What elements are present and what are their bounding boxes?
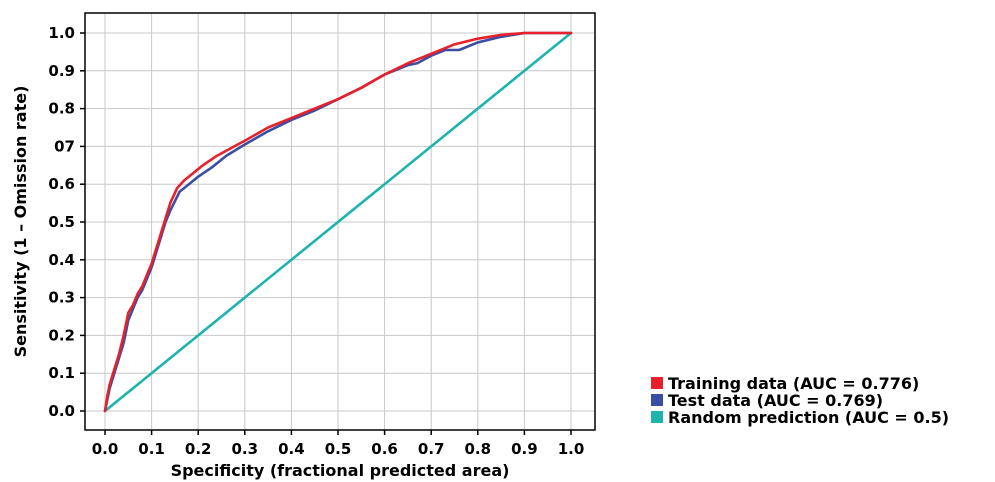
- y-tick-label: 07: [54, 137, 75, 155]
- y-tick-label: 0.1: [48, 364, 75, 382]
- series-line-1: [103, 31, 573, 413]
- y-tick-label: 0.6: [48, 175, 75, 193]
- y-axis-title: Sensitivity (1 – Omission rate): [11, 86, 30, 358]
- tick-layer: 0.0 0.1 0.2 0.3 0.4 0.5 0.6 0.7 0.8 0.9 1.0 0.0 0.1 0…: [48, 24, 584, 458]
- legend-label-2: Random prediction (AUC = 0.5): [668, 408, 949, 427]
- x-tick-label: 1.0: [558, 440, 585, 458]
- y-tick-label: 0.3: [48, 289, 75, 307]
- y-tick-label: 0.9: [48, 62, 75, 80]
- y-tick-label: 0.5: [48, 213, 75, 231]
- x-tick-label: 0.2: [185, 440, 212, 458]
- legend: Training data (AUC = 0.776)Test data (AU…: [651, 374, 949, 427]
- series-layer: [103, 31, 573, 413]
- x-tick-label: 0.8: [465, 440, 492, 458]
- legend-label-1: Test data (AUC = 0.769): [668, 391, 883, 410]
- x-tick-label: 0.6: [371, 440, 398, 458]
- y-tick-label: 1.0: [48, 24, 75, 42]
- x-tick-label: 0.3: [232, 440, 259, 458]
- x-tick-label: 0.4: [278, 440, 305, 458]
- x-tick-label: 0.9: [511, 440, 538, 458]
- x-tick-label: 0.5: [325, 440, 352, 458]
- series-line-0: [103, 31, 573, 413]
- legend-swatch-0: [651, 377, 663, 389]
- series-line-2: [103, 31, 573, 413]
- y-tick-label: 0.2: [48, 326, 75, 344]
- legend-swatch-1: [651, 394, 663, 406]
- grid-layer: [85, 13, 595, 430]
- legend-label-0: Training data (AUC = 0.776): [668, 374, 919, 393]
- y-tick-label: 0.0: [48, 402, 75, 420]
- x-tick-label: 0.1: [138, 440, 165, 458]
- y-tick-label: 0.8: [48, 100, 75, 118]
- x-tick-label: 0.7: [418, 440, 445, 458]
- x-tick-label: 0.0: [92, 440, 119, 458]
- x-axis-title: Specificity (fractional predicted area): [171, 461, 510, 480]
- y-tick-label: 0.4: [48, 251, 75, 269]
- legend-swatch-2: [651, 411, 663, 423]
